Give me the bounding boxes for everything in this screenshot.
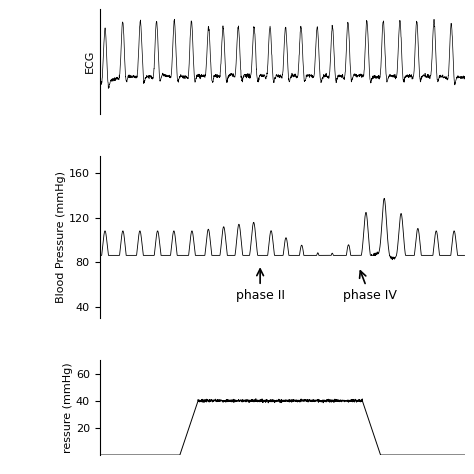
Text: phase II: phase II — [236, 269, 284, 302]
Y-axis label: ressure (mmHg): ressure (mmHg) — [63, 362, 73, 453]
Text: phase IV: phase IV — [343, 271, 397, 302]
Y-axis label: ECG: ECG — [85, 50, 95, 73]
Y-axis label: Blood Pressure (mmHg): Blood Pressure (mmHg) — [56, 171, 66, 303]
